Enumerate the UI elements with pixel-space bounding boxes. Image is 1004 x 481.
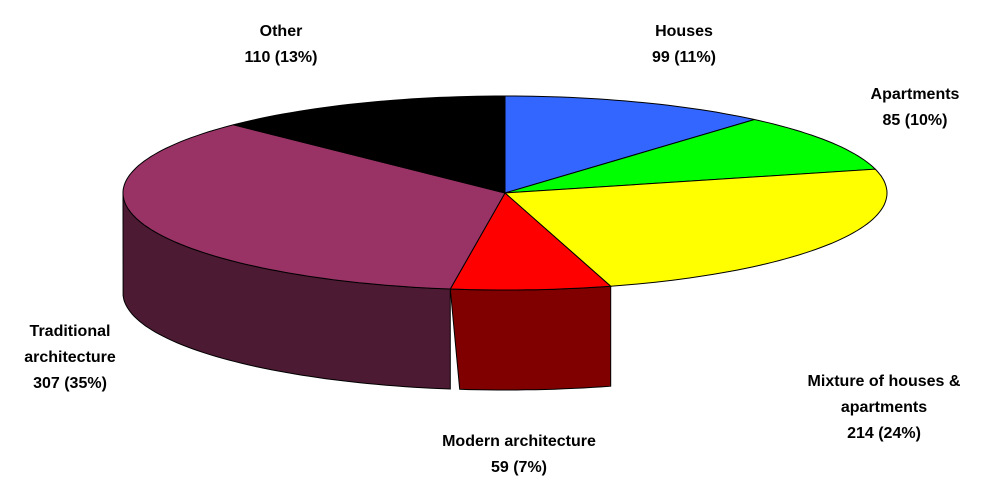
slice [504,119,877,194]
category-label: Mixture of houses & apartments [807,373,961,416]
value-label: 85 (10%) [882,112,948,129]
slice [233,95,506,194]
data-label: Houses 99 (11%) [604,19,764,71]
data-label: Apartments 85 (10%) [835,82,995,134]
data-label: Other 110 (13%) [201,19,361,71]
value-label: 307 (35%) [33,375,107,392]
slice [503,168,888,287]
value-label: 99 (11%) [651,49,717,66]
category-label: Houses [655,23,713,40]
data-label: Traditional architecture 307 (35%) [8,319,133,397]
category-label: Traditional architecture [24,323,116,366]
category-label: Apartments [870,86,960,103]
category-label: Other [259,23,303,40]
value-label: 214 (24%) [847,425,921,442]
slice [122,124,506,290]
data-label: Modern architecture 59 (7%) [404,429,634,481]
slice [504,95,755,194]
slice [449,192,612,291]
category-label: Modern architecture [442,433,596,450]
data-label: Mixture of houses & apartments 214 (24%) [792,369,977,447]
slice-side [449,285,612,391]
value-label: 59 (7%) [490,459,548,476]
value-label: 110 (13%) [244,49,318,66]
